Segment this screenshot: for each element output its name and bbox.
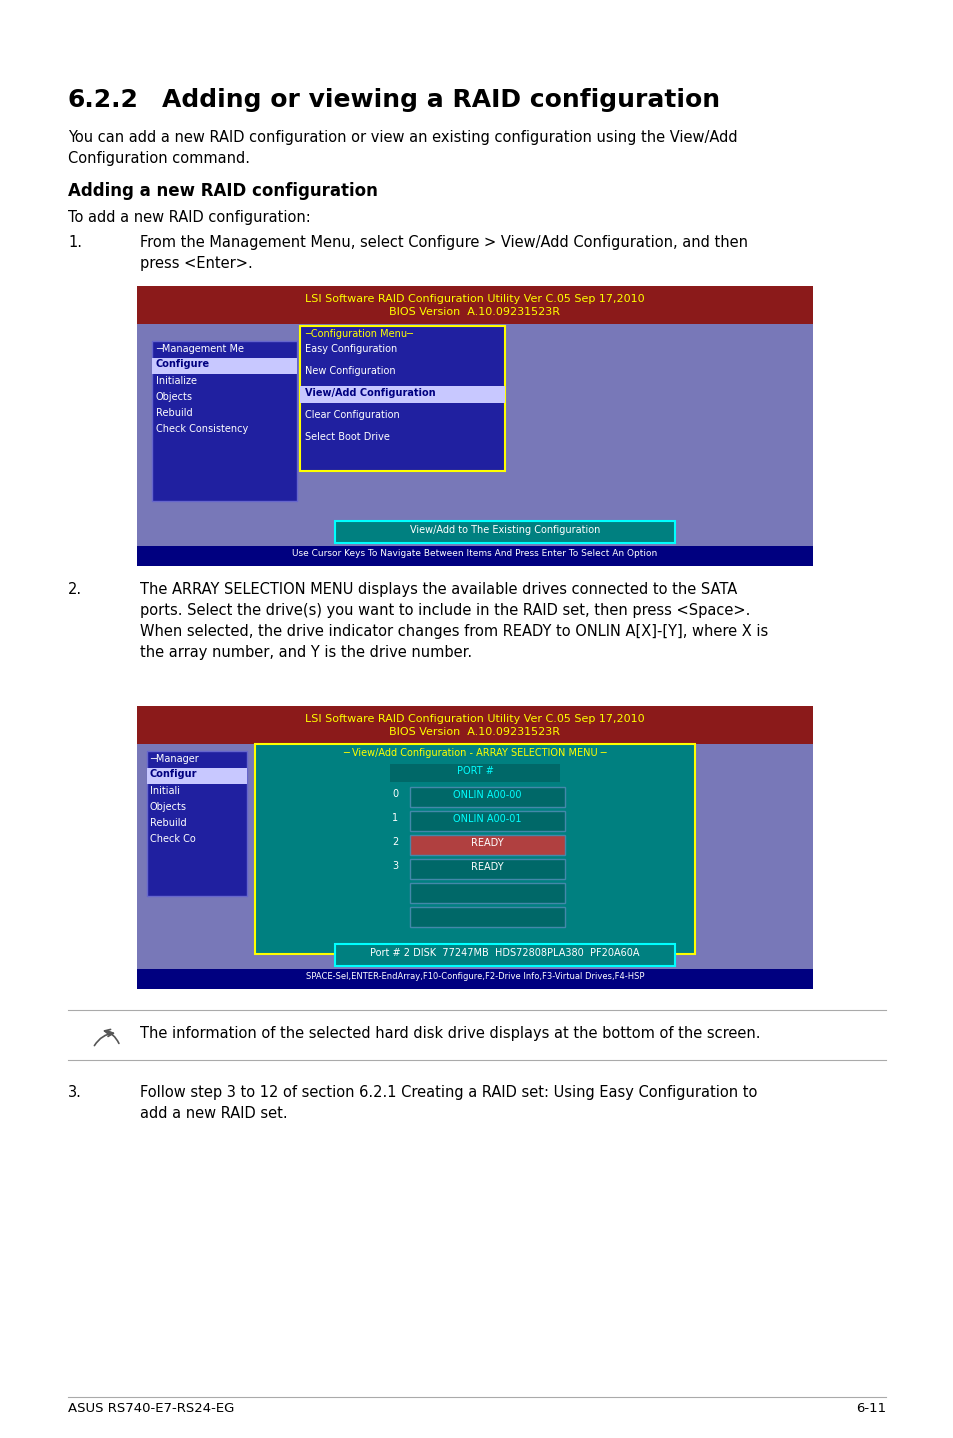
Bar	[410, 907, 564, 928]
Bar	[152, 358, 296, 374]
Bar	[410, 835, 564, 856]
Text: ─Configuration Menu─: ─Configuration Menu─	[305, 329, 413, 339]
Bar	[147, 751, 247, 896]
Text: To add a new RAID configuration:: To add a new RAID configuration:	[68, 210, 311, 224]
Text: Configur: Configur	[150, 769, 197, 779]
Text: ─Management Me: ─Management Me	[156, 344, 244, 354]
Text: Rebuild: Rebuild	[156, 408, 193, 418]
Text: Follow step 3 to 12 of section 6.2.1 Creating a RAID set: Using Easy Configurati: Follow step 3 to 12 of section 6.2.1 Cre…	[140, 1086, 757, 1122]
Text: 1.: 1.	[68, 234, 82, 250]
Bar	[147, 751, 247, 896]
Bar	[410, 883, 564, 903]
Bar	[152, 341, 296, 500]
Bar	[147, 768, 247, 784]
Bar	[137, 286, 812, 324]
Bar	[410, 883, 564, 903]
Text: ─ View/Add Configuration - ARRAY SELECTION MENU ─: ─ View/Add Configuration - ARRAY SELECTI…	[343, 748, 606, 758]
Text: LSI Software RAID Configuration Utility Ver C.05 Sep 17,2010: LSI Software RAID Configuration Utility …	[305, 715, 644, 723]
Bar	[410, 787, 564, 807]
Bar	[254, 743, 695, 953]
Text: Select Boot Drive: Select Boot Drive	[305, 431, 390, 441]
Text: Initiali: Initiali	[150, 787, 180, 797]
Bar	[335, 943, 675, 966]
Text: Adding a new RAID configuration: Adding a new RAID configuration	[68, 183, 377, 200]
Bar	[137, 546, 812, 567]
Bar	[137, 969, 812, 989]
Text: LSI Software RAID Configuration Utility Ver C.05 Sep 17,2010: LSI Software RAID Configuration Utility …	[305, 293, 644, 303]
Bar	[335, 521, 675, 544]
Text: BIOS Version  A.10.09231523R: BIOS Version A.10.09231523R	[389, 306, 560, 316]
Bar	[410, 858, 564, 879]
Text: ASUS RS740-E7-RS24-EG: ASUS RS740-E7-RS24-EG	[68, 1402, 234, 1415]
Text: 6-11: 6-11	[855, 1402, 885, 1415]
Bar	[390, 764, 559, 782]
Text: ─Manager: ─Manager	[150, 754, 198, 764]
Text: SPACE-Sel,ENTER-EndArray,F10-Configure,F2-Drive Info,F3-Virtual Drives,F4-HSP: SPACE-Sel,ENTER-EndArray,F10-Configure,F…	[305, 972, 643, 981]
Bar	[410, 907, 564, 928]
Text: Use Cursor Keys To Navigate Between Items And Press Enter To Select An Option: Use Cursor Keys To Navigate Between Item…	[292, 549, 657, 558]
Text: 6.2.2: 6.2.2	[68, 88, 139, 112]
Text: READY: READY	[471, 861, 503, 871]
Text: Port # 2 DISK  77247MB  HDS72808PLA380  PF20A60A: Port # 2 DISK 77247MB HDS72808PLA380 PF2…	[370, 948, 639, 958]
Text: 1: 1	[392, 812, 397, 823]
Bar	[335, 943, 675, 966]
Text: Clear Configuration: Clear Configuration	[305, 410, 399, 420]
Text: Objects: Objects	[156, 393, 193, 403]
Text: Check Consistency: Check Consistency	[156, 424, 248, 434]
Bar	[299, 385, 504, 403]
Text: 3: 3	[392, 861, 397, 871]
Bar	[137, 286, 812, 567]
Bar	[299, 326, 504, 472]
Bar	[410, 811, 564, 831]
Text: You can add a new RAID configuration or view an existing configuration using the: You can add a new RAID configuration or …	[68, 129, 737, 165]
Text: The information of the selected hard disk drive displays at the bottom of the sc: The information of the selected hard dis…	[140, 1025, 760, 1041]
Text: From the Management Menu, select Configure > View/Add Configuration, and then
pr: From the Management Menu, select Configu…	[140, 234, 747, 270]
Text: PORT #: PORT #	[456, 766, 493, 777]
Bar	[335, 521, 675, 544]
Text: New Configuration: New Configuration	[305, 367, 395, 375]
Text: Easy Configuration: Easy Configuration	[305, 344, 396, 354]
Text: 0: 0	[392, 789, 397, 800]
Text: 3.: 3.	[68, 1086, 82, 1100]
Text: Configure: Configure	[156, 360, 210, 370]
Text: Objects: Objects	[150, 802, 187, 812]
Bar	[152, 341, 296, 500]
Bar	[299, 326, 504, 472]
Text: View/Add to The Existing Configuration: View/Add to The Existing Configuration	[410, 525, 599, 535]
Text: 2.: 2.	[68, 582, 82, 597]
Bar	[410, 787, 564, 807]
Bar	[410, 858, 564, 879]
Text: ONLIN A00-01: ONLIN A00-01	[453, 814, 521, 824]
Text: 2: 2	[392, 837, 397, 847]
Bar	[254, 743, 695, 953]
Text: BIOS Version  A.10.09231523R: BIOS Version A.10.09231523R	[389, 728, 560, 738]
Bar	[410, 835, 564, 856]
Text: View/Add Configuration: View/Add Configuration	[305, 388, 436, 398]
Text: Rebuild: Rebuild	[150, 818, 187, 828]
Text: Check Co: Check Co	[150, 834, 195, 844]
Text: The ARRAY SELECTION MENU displays the available drives connected to the SATA
por: The ARRAY SELECTION MENU displays the av…	[140, 582, 767, 660]
Bar	[137, 706, 812, 743]
Text: ONLIN A00-00: ONLIN A00-00	[453, 789, 521, 800]
Text: Initialize: Initialize	[156, 375, 196, 385]
Text: READY: READY	[471, 838, 503, 848]
Bar	[137, 706, 812, 989]
Bar	[410, 811, 564, 831]
Text: Adding or viewing a RAID configuration: Adding or viewing a RAID configuration	[162, 88, 720, 112]
